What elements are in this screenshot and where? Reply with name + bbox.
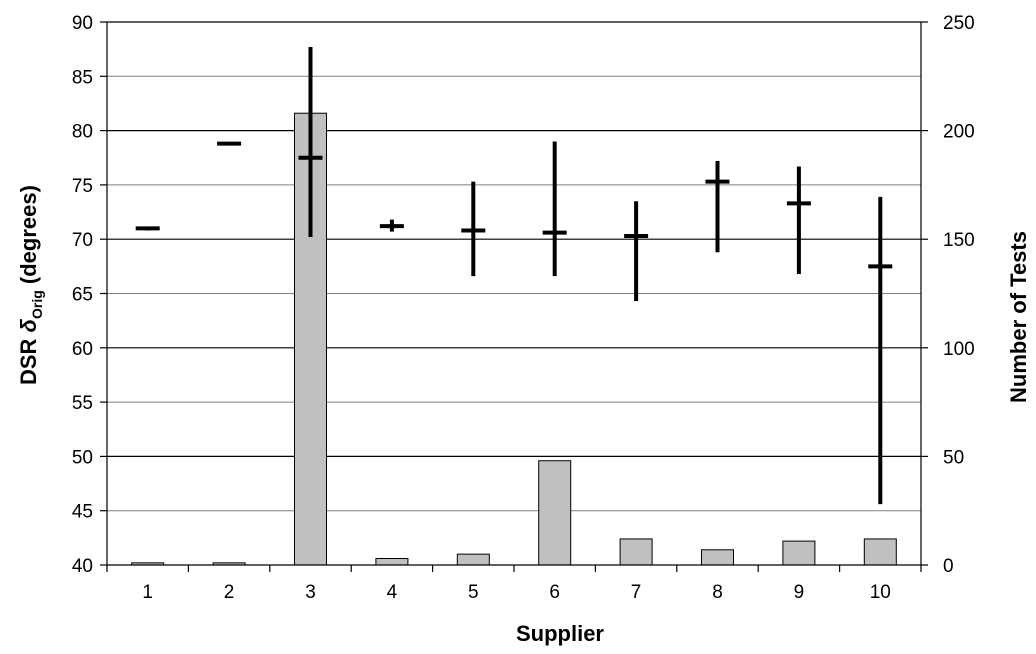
y-left-tick-label: 55	[72, 393, 93, 414]
x-tick-label: 1	[142, 582, 153, 603]
y-left-tick-label: 70	[72, 230, 93, 251]
y-axis-right-title: Number of Tests	[1006, 231, 1031, 403]
x-tick-label: 3	[305, 582, 316, 603]
y-axis-left-subscript: Orig	[29, 290, 45, 319]
x-tick-label: 6	[549, 582, 560, 603]
bar	[538, 460, 572, 566]
bar-series	[131, 112, 897, 566]
y-right-tick-label: 150	[943, 230, 975, 251]
y-left-tick-label: 40	[72, 556, 93, 577]
bar	[619, 538, 653, 566]
bar	[375, 557, 409, 566]
y-axis-left-prefix: DSR	[16, 332, 41, 385]
grid	[107, 21, 921, 512]
y-left-tick-label: 65	[72, 285, 93, 306]
y-left-tick-label: 45	[72, 502, 93, 523]
y-left-tick-label: 60	[72, 339, 93, 360]
y-axis-left-title: DSR δOrig (degrees)	[16, 185, 45, 385]
y-right-tick-label: 100	[943, 339, 975, 360]
bar	[701, 549, 734, 566]
x-tick-label: 8	[712, 582, 723, 603]
x-axis-title: Supplier	[516, 621, 604, 646]
x-tick-label: 9	[794, 582, 805, 603]
y-right-tick-label: 50	[943, 447, 964, 468]
axes	[100, 21, 928, 572]
y-left-tick-label: 75	[72, 176, 93, 197]
x-tick-label: 2	[224, 582, 235, 603]
range-series	[135, 46, 893, 505]
x-tick-label: 7	[631, 582, 642, 603]
bar	[863, 538, 897, 566]
x-tick-label: 4	[387, 582, 398, 603]
x-tick-label: 5	[468, 582, 479, 603]
y-axis-left-symbol: δ	[16, 318, 41, 332]
x-tick-label: 10	[870, 582, 891, 603]
y-left-tick-label: 90	[72, 13, 93, 34]
y-left-tick-label: 80	[72, 122, 93, 143]
bar	[456, 553, 490, 566]
y-left-tick-label: 85	[72, 67, 93, 88]
y-left-tick-label: 50	[72, 447, 93, 468]
y-right-tick-label: 200	[943, 122, 975, 143]
bar	[782, 540, 816, 566]
y-right-tick-label: 250	[943, 13, 975, 34]
y-axis-left-suffix: (degrees)	[16, 185, 41, 290]
y-right-tick-label: 0	[943, 556, 954, 577]
